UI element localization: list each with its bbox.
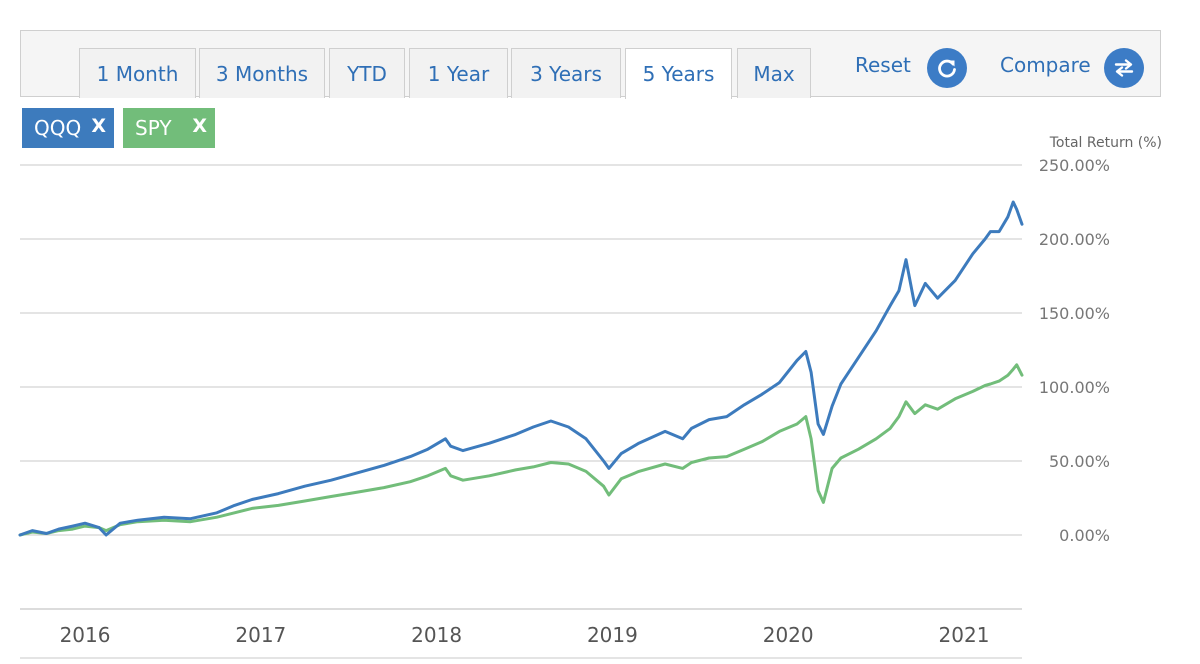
- y-tick-label: 150.00%: [1039, 304, 1110, 323]
- x-tick-label: 2016: [60, 623, 111, 647]
- ticker-chip-label: QQQ: [34, 116, 82, 140]
- tab-1-year[interactable]: 1 Year: [409, 48, 508, 98]
- x-tick-label: 2019: [587, 623, 638, 647]
- y-tick-label: 200.00%: [1039, 230, 1110, 249]
- series-line-qqq: [18, 200, 1024, 537]
- swap-arrows-icon: [1114, 59, 1134, 77]
- compare-button[interactable]: [1104, 48, 1144, 88]
- tab-ytd[interactable]: YTD: [329, 48, 405, 98]
- tab-max[interactable]: Max: [737, 48, 811, 98]
- ticker-chip-label: SPY: [135, 116, 172, 140]
- x-tick-label: 2017: [235, 623, 286, 647]
- gridlines: [20, 164, 1022, 659]
- y-tick-label: 50.00%: [1049, 452, 1110, 471]
- y-axis-ticks: 250.00% 200.00% 150.00% 100.00% 50.00% 0.00%: [1039, 156, 1110, 545]
- x-tick-label: 2021: [939, 623, 990, 647]
- y-tick-label: 100.00%: [1039, 378, 1110, 397]
- tab-5-years[interactable]: 5 Years: [625, 48, 732, 99]
- ticker-chip-qqq: QQQ X: [22, 108, 114, 148]
- series-line-spy: [18, 363, 1024, 537]
- reset-button[interactable]: [927, 48, 967, 88]
- remove-spy-button[interactable]: X: [192, 115, 207, 137]
- tab-1-month[interactable]: 1 Month: [79, 48, 196, 98]
- refresh-icon: [938, 59, 956, 78]
- remove-qqq-button[interactable]: X: [91, 115, 106, 137]
- x-tick-label: 2018: [411, 623, 462, 647]
- x-tick-label: 2020: [763, 623, 814, 647]
- y-tick-label: 0.00%: [1059, 526, 1110, 545]
- ticker-chip-spy: SPY X: [123, 108, 215, 148]
- y-tick-label: 250.00%: [1039, 156, 1110, 175]
- tab-3-months[interactable]: 3 Months: [199, 48, 325, 98]
- reset-label[interactable]: Reset: [855, 53, 911, 77]
- compare-label[interactable]: Compare: [1000, 53, 1091, 77]
- x-axis-ticks: 2016 2017 2018 2019 2020 2021: [60, 623, 990, 647]
- period-toolbar: 1 Month 3 Months YTD 1 Year 3 Years 5 Ye…: [20, 30, 1161, 99]
- tab-3-years[interactable]: 3 Years: [511, 48, 621, 98]
- series-lines: [18, 200, 1024, 537]
- y-axis-label: Total Return (%): [1049, 135, 1162, 151]
